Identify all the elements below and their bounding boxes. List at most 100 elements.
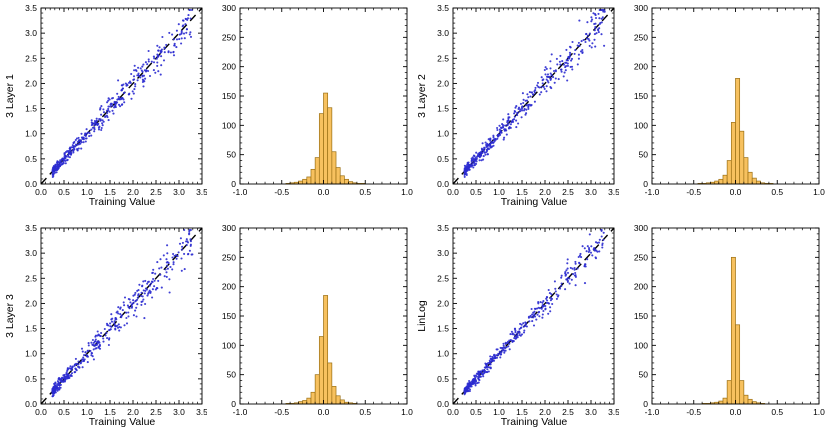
svg-text:300: 300 <box>634 3 648 13</box>
svg-text:100: 100 <box>222 340 236 350</box>
svg-text:3.5: 3.5 <box>608 407 619 417</box>
svg-text:1.5: 1.5 <box>437 324 449 334</box>
svg-text:50: 50 <box>227 150 237 160</box>
svg-text:0.5: 0.5 <box>58 187 70 197</box>
svg-text:200: 200 <box>634 62 648 72</box>
svg-text:150: 150 <box>634 311 648 321</box>
svg-text:0.5: 0.5 <box>359 407 371 417</box>
svg-text:2.0: 2.0 <box>539 407 551 417</box>
svg-text:2.0: 2.0 <box>127 187 139 197</box>
svg-text:0.5: 0.5 <box>25 154 37 164</box>
scatter-panel-3: 0.0 0.5 1.0 1.5 2.0 2.5 3.0 3.5 0.0 0.5 1.0 1.5 2.0 2… <box>1 220 207 440</box>
svg-text:0.0: 0.0 <box>25 179 37 189</box>
svg-text:0.5: 0.5 <box>25 374 37 384</box>
svg-text:1.0: 1.0 <box>401 407 413 417</box>
scatter-plot-3-layer-2: 0.0 0.5 1.0 1.5 2.0 2.5 3.0 3.5 0.0 0.5 1.0 1.5 2.0 2… <box>437 3 619 197</box>
svg-text:3.5: 3.5 <box>25 223 37 233</box>
svg-text:1.5: 1.5 <box>516 187 528 197</box>
svg-text:2.5: 2.5 <box>25 53 37 63</box>
svg-text:1.0: 1.0 <box>25 129 37 139</box>
svg-text:0: 0 <box>643 399 648 409</box>
svg-text:-1.0: -1.0 <box>233 187 248 197</box>
svg-text:50: 50 <box>639 150 649 160</box>
svg-text:0.0: 0.0 <box>447 407 459 417</box>
x-axis-label: Training Value <box>500 196 568 208</box>
svg-text:3.5: 3.5 <box>196 407 207 417</box>
scatter-plot-3-layer-3: 0.0 0.5 1.0 1.5 2.0 2.5 3.0 3.5 0.0 0.5 1.0 1.5 2.0 2… <box>25 223 207 417</box>
svg-text:2.5: 2.5 <box>150 187 162 197</box>
svg-text:100: 100 <box>634 120 648 130</box>
svg-text:0.5: 0.5 <box>771 187 783 197</box>
svg-text:0.0: 0.0 <box>730 407 742 417</box>
svg-text:1.0: 1.0 <box>437 349 449 359</box>
svg-text:0: 0 <box>643 179 648 189</box>
scatter-panel-1: 0.0 0.5 1.0 1.5 2.0 2.5 3.0 3.5 0.0 0.5 1.0 1.5 2.0 2… <box>1 0 207 220</box>
svg-text:1.0: 1.0 <box>25 349 37 359</box>
svg-text:3.0: 3.0 <box>173 187 185 197</box>
svg-text:100: 100 <box>222 120 236 130</box>
svg-text:1.5: 1.5 <box>104 187 116 197</box>
svg-text:0.0: 0.0 <box>447 187 459 197</box>
svg-text:1.5: 1.5 <box>104 407 116 417</box>
y-axis-label: 3 Layer 1 <box>4 74 16 118</box>
hist-panel-3: -1.0 -0.5 0.0 0.5 1.0 0 50 100 150 200 250 300 <box>207 220 413 440</box>
svg-text:3.0: 3.0 <box>437 28 449 38</box>
svg-text:250: 250 <box>634 252 648 262</box>
svg-text:3.5: 3.5 <box>608 187 619 197</box>
svg-text:200: 200 <box>634 282 648 292</box>
svg-text:2.5: 2.5 <box>562 187 574 197</box>
svg-text:-0.5: -0.5 <box>686 407 701 417</box>
residual-histogram-3-layer-2: -1.0 -0.5 0.0 0.5 1.0 0 50 100 150 200 250 300 <box>634 3 825 197</box>
svg-text:0.0: 0.0 <box>730 187 742 197</box>
residual-histogram-linlog: -1.0 -0.5 0.0 0.5 1.0 0 50 100 150 200 250 300 <box>634 223 825 417</box>
svg-text:2.5: 2.5 <box>150 407 162 417</box>
scatter-panel-2: 0.0 0.5 1.0 1.5 2.0 2.5 3.0 3.5 0.0 0.5 1.0 1.5 2.0 2… <box>413 0 619 220</box>
svg-text:1.0: 1.0 <box>437 129 449 139</box>
svg-text:2.5: 2.5 <box>437 273 449 283</box>
scatter-panel-4: 0.0 0.5 1.0 1.5 2.0 2.5 3.0 3.5 0.0 0.5 1.0 1.5 2.0 2… <box>413 220 619 440</box>
svg-text:1.5: 1.5 <box>437 104 449 114</box>
svg-text:0.5: 0.5 <box>771 407 783 417</box>
svg-text:0.5: 0.5 <box>437 154 449 164</box>
svg-text:-1.0: -1.0 <box>645 187 660 197</box>
svg-text:3.0: 3.0 <box>585 187 597 197</box>
svg-text:0.0: 0.0 <box>318 187 330 197</box>
svg-text:150: 150 <box>222 311 236 321</box>
y-axis-label: 3 Layer 2 <box>416 74 428 118</box>
svg-text:3.5: 3.5 <box>437 3 449 13</box>
svg-text:2.0: 2.0 <box>25 298 37 308</box>
svg-text:50: 50 <box>227 370 237 380</box>
svg-text:0.5: 0.5 <box>359 187 371 197</box>
residual-histogram-3-layer-1: -1.0 -0.5 0.0 0.5 1.0 0 50 100 150 200 250 300 <box>222 3 413 197</box>
svg-text:-1.0: -1.0 <box>233 407 248 417</box>
svg-text:0.5: 0.5 <box>437 374 449 384</box>
svg-text:0.0: 0.0 <box>35 407 47 417</box>
svg-text:-0.5: -0.5 <box>274 407 289 417</box>
svg-text:200: 200 <box>222 282 236 292</box>
svg-text:300: 300 <box>222 3 236 13</box>
svg-text:1.0: 1.0 <box>813 407 825 417</box>
x-axis-label: Training Value <box>88 416 156 428</box>
svg-text:1.5: 1.5 <box>25 324 37 334</box>
svg-text:0.5: 0.5 <box>470 187 482 197</box>
svg-text:3.0: 3.0 <box>437 248 449 258</box>
svg-text:1.0: 1.0 <box>81 187 93 197</box>
svg-text:50: 50 <box>639 370 649 380</box>
svg-text:250: 250 <box>222 32 236 42</box>
svg-text:3.0: 3.0 <box>25 248 37 258</box>
svg-text:0.0: 0.0 <box>437 399 449 409</box>
svg-text:250: 250 <box>222 252 236 262</box>
svg-text:1.0: 1.0 <box>401 187 413 197</box>
hist-panel-1: -1.0 -0.5 0.0 0.5 1.0 0 50 100 150 200 250 300 <box>207 0 413 220</box>
svg-text:2.5: 2.5 <box>25 273 37 283</box>
y-axis-label: LinLog <box>416 300 428 332</box>
svg-text:2.5: 2.5 <box>437 53 449 63</box>
svg-text:0: 0 <box>231 399 236 409</box>
svg-text:1.0: 1.0 <box>813 187 825 197</box>
svg-text:-1.0: -1.0 <box>645 407 660 417</box>
svg-text:3.0: 3.0 <box>585 407 597 417</box>
svg-text:1.5: 1.5 <box>516 407 528 417</box>
svg-text:0: 0 <box>231 179 236 189</box>
svg-text:3.0: 3.0 <box>25 28 37 38</box>
